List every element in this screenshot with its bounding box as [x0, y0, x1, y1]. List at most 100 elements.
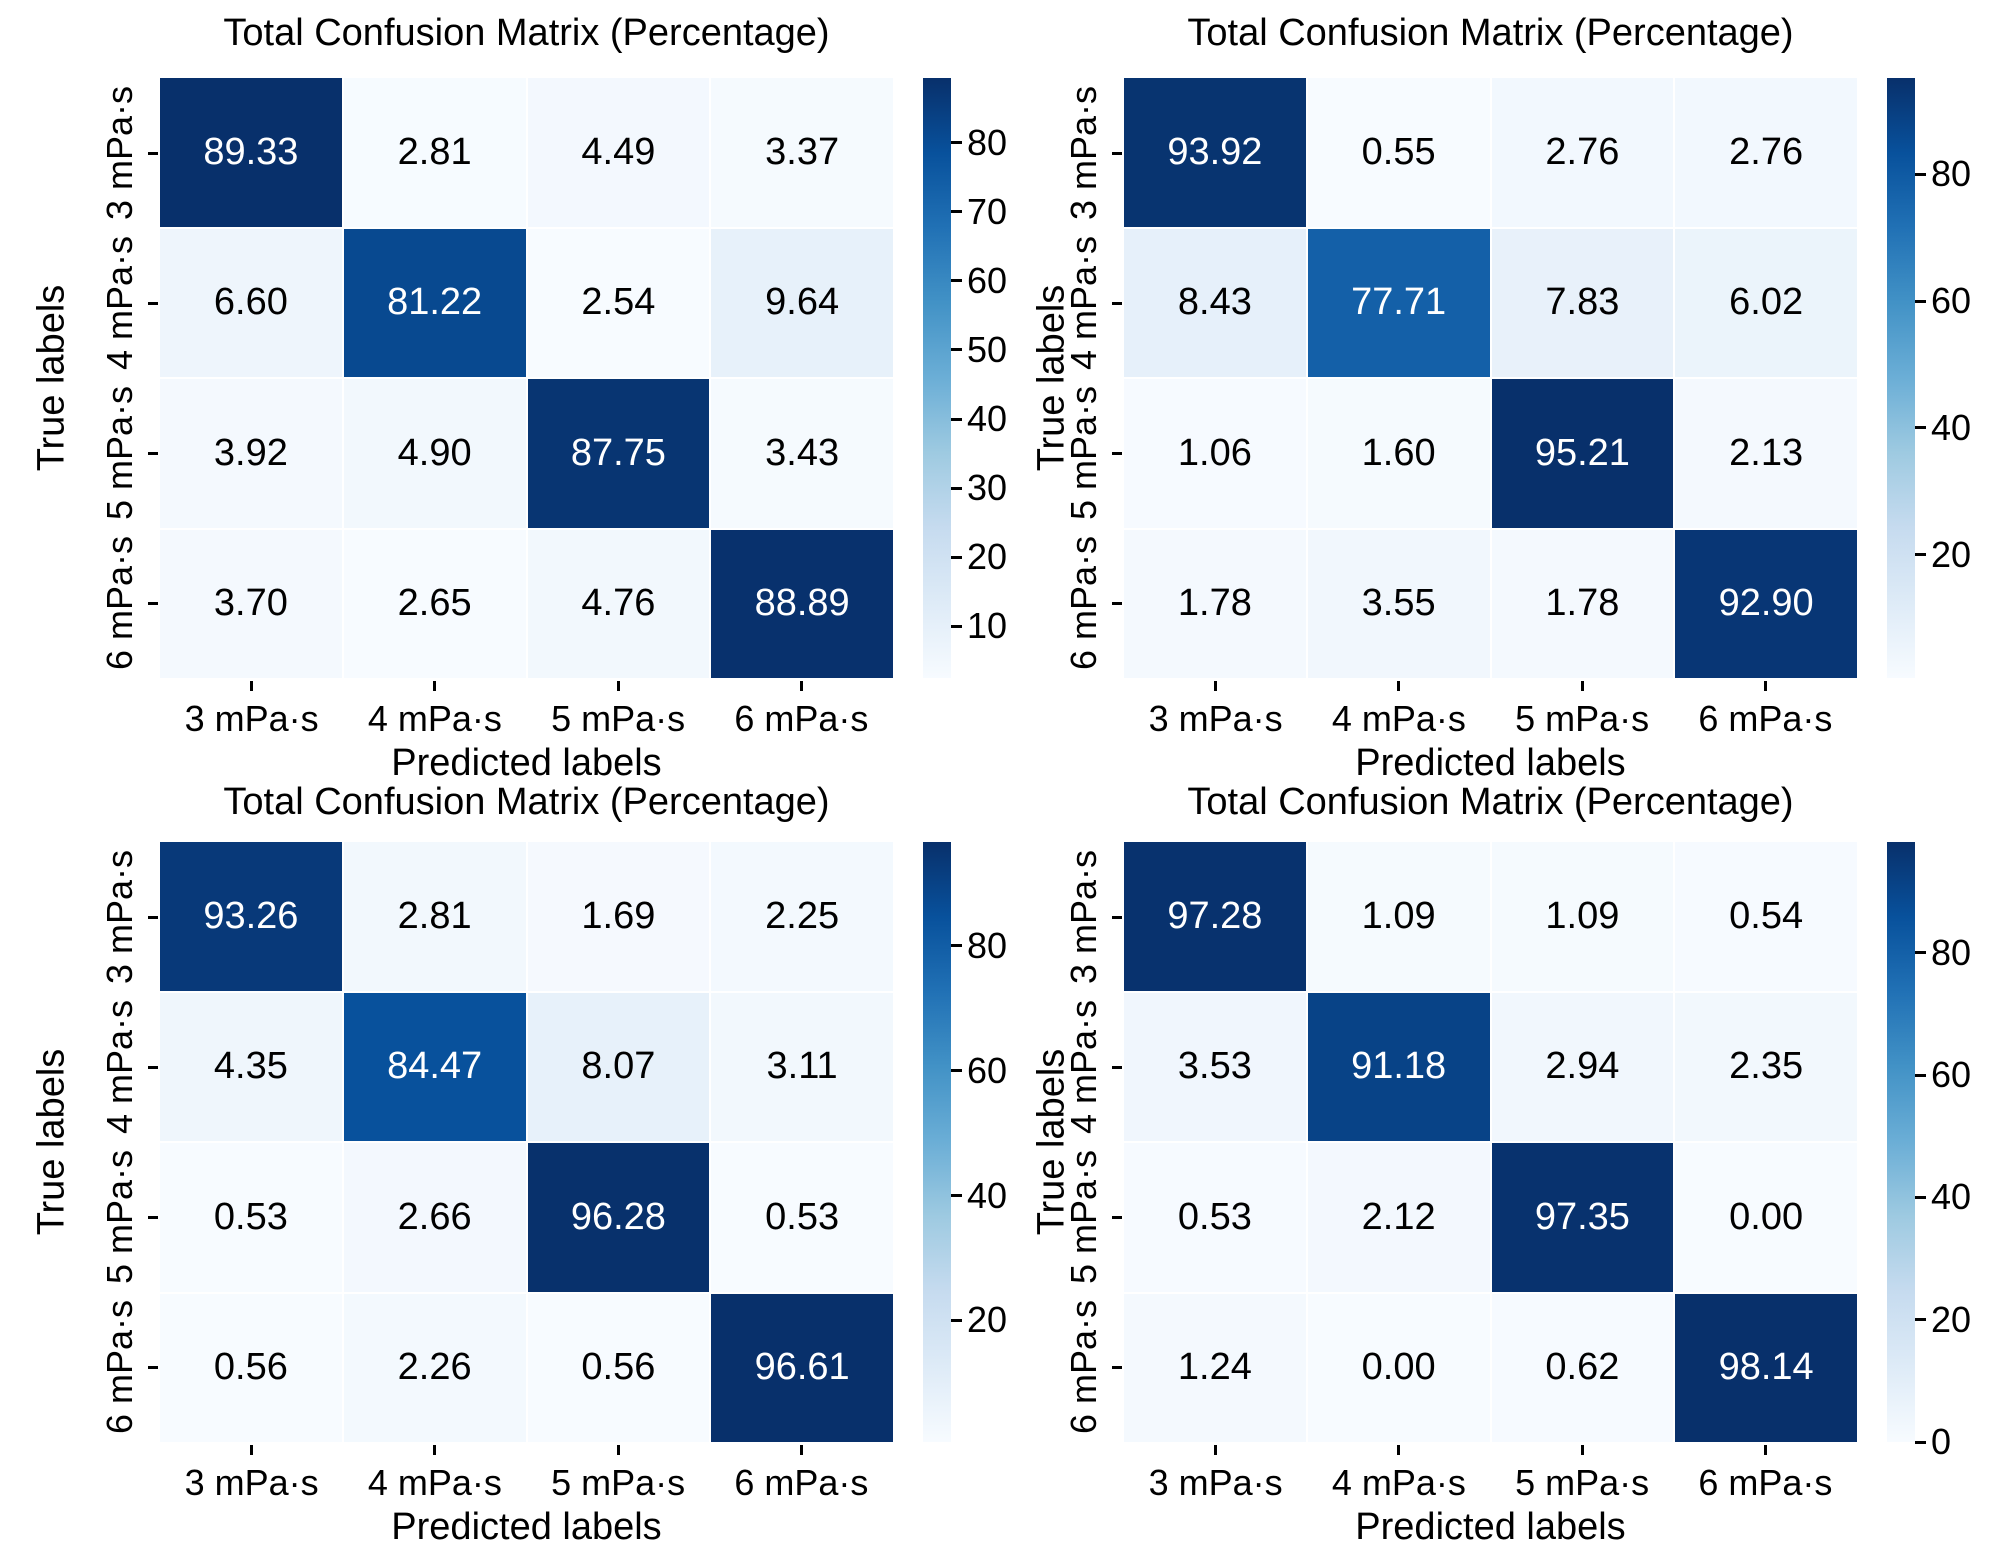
y-tick-label: 3 mPa·s — [1063, 849, 1104, 985]
colorbar-tick — [951, 417, 962, 421]
heatmap-cell: 97.35 — [1491, 1143, 1674, 1292]
heatmap-cell: 0.53 — [711, 1143, 893, 1292]
x-tick-label: 6 mPa·s — [1698, 698, 1833, 739]
heatmap-cell: 91.18 — [1307, 992, 1490, 1141]
colorbar-tick-label: 20 — [1931, 533, 1972, 575]
heatmap-cell: 6.02 — [1675, 228, 1857, 377]
x-axis-tick — [433, 681, 437, 691]
colorbar-tick-label: 80 — [967, 924, 1008, 966]
y-tick-label: 6 mPa·s — [99, 1299, 140, 1435]
heatmap-cell: 89.33 — [160, 78, 342, 227]
colorbar — [923, 842, 951, 1442]
heatmap-cell: 0.00 — [1675, 1143, 1857, 1292]
y-tick-label: 3 mPa·s — [99, 85, 140, 221]
heatmap-cell: 2.76 — [1675, 78, 1857, 227]
heatmap-cell: 3.92 — [160, 379, 342, 528]
x-tick-label: 3 mPa·s — [1148, 1462, 1283, 1503]
heatmap-cell: 84.47 — [343, 992, 526, 1141]
chart-title: Total Confusion Matrix (Percentage) — [1187, 12, 1794, 54]
colorbar-tick-label: 40 — [967, 398, 1008, 440]
y-axis-label: True labels — [30, 1048, 73, 1236]
colorbar-tick — [1915, 172, 1926, 176]
y-axis-tick — [148, 601, 158, 605]
colorbar — [1887, 78, 1915, 678]
x-tick-label: 4 mPa·s — [1331, 1462, 1466, 1503]
x-axis-tick — [799, 681, 803, 691]
colorbar-tick-label: 30 — [967, 467, 1008, 509]
heatmap-cell: 2.25 — [711, 842, 893, 991]
colorbar-tick — [1915, 1195, 1926, 1199]
x-axis-label: Predicted labels — [391, 742, 662, 784]
heatmap-cell: 1.06 — [1124, 379, 1306, 528]
colorbar-tick — [951, 624, 962, 628]
x-axis-tick — [250, 1445, 254, 1455]
heatmap-cell: 2.12 — [1307, 1143, 1490, 1292]
colorbar-tick-label: 80 — [1931, 153, 1972, 195]
y-axis-tick — [148, 451, 158, 455]
heatmap-cell: 81.22 — [343, 228, 526, 377]
heatmap-cell: 8.43 — [1124, 228, 1306, 377]
colorbar-tick — [1915, 299, 1926, 303]
heatmap-cell: 92.90 — [1675, 529, 1857, 678]
heatmap-cell: 2.81 — [343, 78, 526, 227]
subplot-bottom-right: Total Confusion Matrix (Percentage) 97.28… — [1000, 773, 2000, 1548]
colorbar-tick-label: 60 — [1931, 280, 1972, 322]
heatmap-cell: 1.69 — [527, 842, 710, 991]
y-axis-tick — [1112, 151, 1122, 155]
colorbar-tick-label: 40 — [1931, 406, 1972, 448]
x-axis-tick — [1214, 681, 1218, 691]
colorbar — [923, 78, 951, 678]
colorbar-tick-label: 40 — [967, 1174, 1008, 1216]
heatmap-cell: 3.70 — [160, 529, 342, 678]
chart-title: Total Confusion Matrix (Percentage) — [1187, 781, 1794, 823]
x-tick-label: 3 mPa·s — [184, 698, 319, 739]
colorbar-tick-label: 80 — [1931, 931, 1972, 973]
subplot-bottom-left: Total Confusion Matrix (Percentage) 93.26… — [0, 773, 1008, 1548]
confusion-matrix-heatmap: 93.92 0.55 2.76 2.76 8.43 77.71 7.83 6.02 1.06 1.… — [1124, 78, 1857, 678]
colorbar-tick-label: 60 — [1931, 1054, 1972, 1096]
y-axis-tick — [1112, 1365, 1122, 1369]
colorbar-tick-label: 20 — [967, 536, 1008, 578]
x-axis-tick — [1580, 1445, 1584, 1455]
y-axis-tick — [148, 1065, 158, 1069]
heatmap-cell: 0.56 — [527, 1293, 710, 1442]
x-tick-label: 6 mPa·s — [734, 698, 869, 739]
colorbar-tick-label: 60 — [967, 259, 1008, 301]
x-axis-tick — [799, 1445, 803, 1455]
confusion-matrix-heatmap: 93.26 2.81 1.69 2.25 4.35 84.47 8.07 3.11 0.53 2.… — [160, 842, 893, 1442]
y-tick-label: 5 mPa·s — [99, 385, 140, 521]
heatmap-cell: 88.89 — [711, 529, 893, 678]
heatmap-cell: 0.55 — [1307, 78, 1490, 227]
heatmap-cell: 97.28 — [1124, 842, 1306, 991]
heatmap-cell: 3.43 — [711, 379, 893, 528]
heatmap-cell: 96.61 — [711, 1293, 893, 1442]
colorbar-tick-label: 10 — [967, 605, 1008, 647]
y-axis-label: True labels — [1030, 1048, 1073, 1236]
y-axis-tick — [1112, 915, 1122, 919]
x-tick-label: 4 mPa·s — [367, 698, 502, 739]
x-axis-tick — [250, 681, 254, 691]
x-tick-label: 3 mPa·s — [184, 1462, 319, 1503]
heatmap-cell: 1.09 — [1491, 842, 1674, 991]
x-axis-label: Predicted labels — [391, 1506, 662, 1548]
colorbar-tick — [1915, 1073, 1926, 1077]
heatmap-cell: 2.35 — [1675, 992, 1857, 1141]
heatmap-cell: 0.62 — [1491, 1293, 1674, 1442]
x-tick-label: 5 mPa·s — [551, 698, 686, 739]
x-tick-label: 4 mPa·s — [367, 1462, 502, 1503]
colorbar-tick-label: 50 — [967, 328, 1008, 370]
y-axis-tick — [148, 1365, 158, 1369]
x-tick-label: 6 mPa·s — [1698, 1462, 1833, 1503]
heatmap-cell: 1.09 — [1307, 842, 1490, 991]
heatmap-cell: 2.54 — [527, 228, 710, 377]
colorbar-tick — [951, 1194, 962, 1198]
x-axis-label: Predicted labels — [1355, 742, 1626, 784]
heatmap-cell: 2.65 — [343, 529, 526, 678]
heatmap-cell: 3.37 — [711, 78, 893, 227]
heatmap-cell: 4.35 — [160, 992, 342, 1141]
x-tick-label: 5 mPa·s — [551, 1462, 686, 1503]
confusion-matrix-heatmap: 89.33 2.81 4.49 3.37 6.60 81.22 2.54 9.64 3.92 4.… — [160, 78, 893, 678]
y-axis-tick — [148, 915, 158, 919]
heatmap-cell: 4.90 — [343, 379, 526, 528]
heatmap-cell: 87.75 — [527, 379, 710, 528]
